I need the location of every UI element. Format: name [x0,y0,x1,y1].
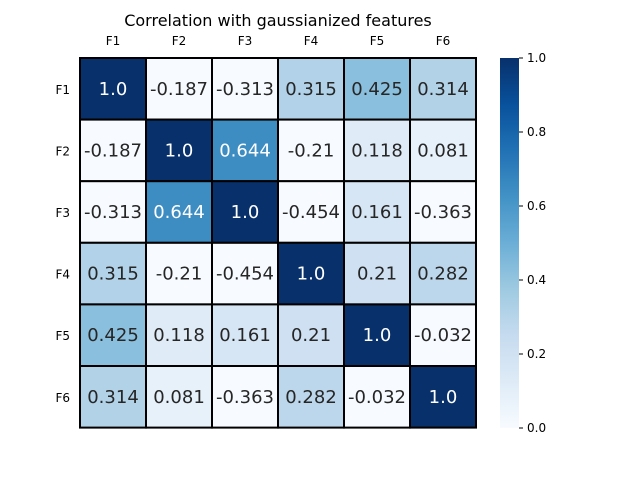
cell-value-label: 0.21 [291,325,331,346]
colorbar-tick-label: 0.2 [527,347,546,361]
cell-value-label: -0.032 [414,325,472,346]
cell-value-label: -0.363 [216,387,274,408]
cell-value-label: -0.313 [84,202,142,223]
cell-value-label: -0.454 [216,264,274,285]
heatmap-cells: 1.0 -0.187 -0.313 0.315 0.425 0.314 -0.187 1.0 0… [79,57,477,429]
heatmap-cell [145,180,213,244]
heatmap-cell [277,241,345,306]
cell-value-label: -0.187 [84,140,142,161]
y-tick-label: F3 [55,206,70,220]
colorbar-tick-label: 1.0 [527,51,546,65]
heatmap-cell [211,303,279,367]
cell-value-label: 0.118 [351,140,403,161]
heatmap-cell [79,57,147,121]
x-tick-label: F2 [172,34,187,48]
heatmap-cell [343,303,411,367]
cell-value-label: 0.644 [219,140,271,161]
heatmap-cell [409,57,477,121]
y-tick-label: F4 [55,268,70,282]
cell-value-label: 0.282 [417,264,469,285]
cell-value-label: 0.081 [417,140,469,161]
x-tick-label: F1 [106,34,121,48]
y-tick-label: F2 [55,144,70,158]
cell-value-label: 0.081 [153,387,205,408]
cell-value-label: 0.314 [417,79,469,100]
cell-value-label: 1.0 [297,264,326,285]
cell-value-label: 1.0 [363,325,392,346]
heatmap-cell [145,57,213,121]
cell-value-label: 0.644 [153,202,205,223]
chart-title: Correlation with gaussianized features [124,11,432,30]
colorbar-tick-label: 0.8 [527,125,546,139]
colorbar-tick-label: 0.0 [527,421,546,435]
heatmap-cell [343,365,411,429]
heatmap-cell [409,365,477,429]
y-tick-label: F1 [55,83,70,97]
cell-value-label: 1.0 [231,202,260,223]
x-tick-label: F4 [304,34,319,48]
cell-value-label: 0.161 [219,325,271,346]
colorbar-tick-label: 0.4 [527,273,546,287]
cell-value-label: -0.363 [414,202,472,223]
heatmap-cell [145,241,213,306]
cell-value-label: 0.425 [87,325,139,346]
cell-value-label: -0.21 [156,264,203,285]
heatmap-cell [277,180,345,244]
heatmap-cell [343,180,411,244]
cell-value-label: 0.315 [285,79,337,100]
colorbar-tick-label: 0.6 [527,199,546,213]
cell-value-label: 1.0 [165,140,194,161]
cell-value-label: -0.032 [348,387,406,408]
x-tick-label: F3 [238,34,253,48]
heatmap-cell [277,118,345,183]
heatmap-cell [409,118,477,183]
cell-value-label: 0.282 [285,387,337,408]
y-tick-labels: F1 F2 F3 F4 F5 F6 [55,83,70,405]
x-tick-label: F5 [370,34,385,48]
heatmap-cell [277,365,345,429]
heatmap-cell [409,303,477,367]
cell-value-label: 1.0 [429,387,458,408]
cell-value-label: -0.454 [282,202,340,223]
heatmap-cell [211,241,279,306]
heatmap-cell [79,365,147,429]
cell-value-label: -0.21 [288,140,335,161]
cell-value-label: -0.187 [150,79,208,100]
cell-value-label: 0.21 [357,264,397,285]
cell-value-label: 0.161 [351,202,403,223]
y-tick-label: F6 [55,391,70,405]
y-tick-label: F5 [55,329,70,343]
heatmap-cell [343,241,411,306]
heatmap-cell [145,118,213,183]
cell-value-label: -0.313 [216,79,274,100]
cell-value-label: 1.0 [99,79,128,100]
heatmap-cell [79,241,147,306]
colorbar-gradient [500,58,519,428]
colorbar-ticks: 0.0 0.2 0.4 0.6 0.8 1.0 [519,51,546,435]
x-tick-label: F6 [436,34,451,48]
heatmap-cell [409,180,477,244]
heatmap-cell [409,241,477,306]
cell-value-label: 0.315 [87,264,139,285]
cell-value-label: 0.314 [87,387,139,408]
cell-value-label: 0.425 [351,79,403,100]
colorbar: 0.0 0.2 0.4 0.6 0.8 1.0 [500,51,546,435]
x-tick-labels: F1 F2 F3 F4 F5 F6 [106,34,451,48]
cell-value-label: 0.118 [153,325,205,346]
